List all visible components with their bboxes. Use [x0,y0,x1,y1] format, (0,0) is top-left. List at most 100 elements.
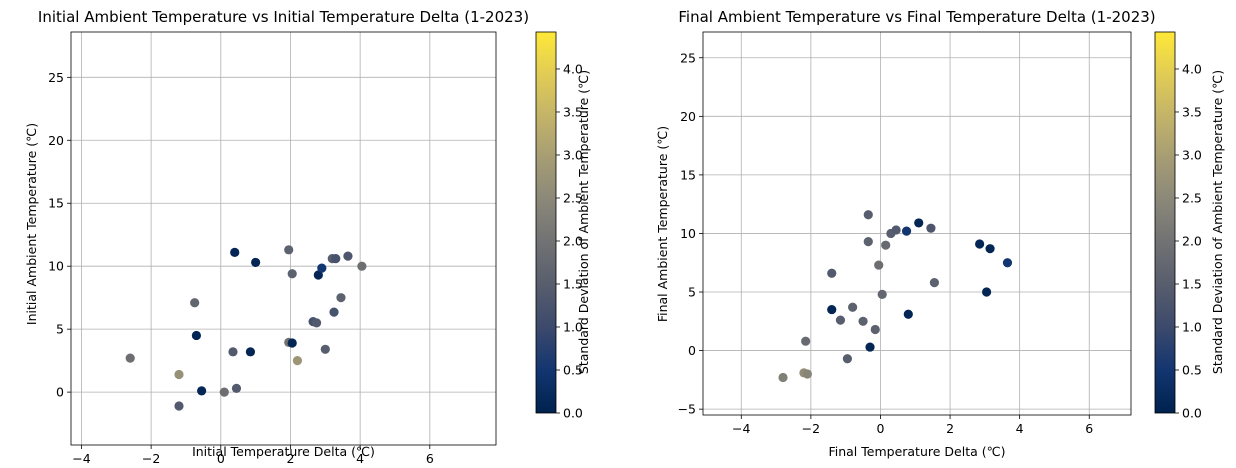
scatter-point [174,369,184,380]
y-tick-label: 25 [680,50,696,65]
x-axis-label: Initial Temperature Delta (℃) [192,444,375,459]
scatter-point [284,245,294,255]
scatter-point [881,240,891,250]
scatter-point [865,342,875,352]
scatter-point [842,354,853,364]
scatter-point [985,244,995,254]
colorbar-tick-label: 2.5 [563,190,583,205]
plot-area [71,32,496,445]
y-tick-label: 20 [680,109,696,124]
scatter-point [863,237,873,247]
colorbar-tick-label: 3.0 [1182,147,1202,162]
scatter-point [891,225,901,235]
scatter-point [125,353,135,363]
scatter-point [863,210,873,220]
scatter-point [287,338,297,348]
y-axis-label: Final Ambient Temperature (℃) [655,126,670,322]
colorbar [1154,31,1176,414]
x-tick-label: −2 [802,421,820,436]
scatter-point [311,318,322,328]
x-tick-label: 2 [286,451,294,466]
x-tick-label: 2 [946,421,954,436]
scatter-point [320,344,330,354]
y-tick-label: 15 [48,196,64,211]
colorbar-tick-label: 3.5 [563,104,583,119]
scatter-point [1002,258,1013,268]
scatter-point [926,223,936,233]
scatter-point [231,383,242,393]
scatter-point [336,293,346,303]
scatter-point [870,324,880,335]
scatter-point [292,356,303,366]
y-tick-label: 25 [48,70,64,85]
scatter-point [357,261,367,271]
x-tick-label: 6 [1085,421,1093,436]
scatter-point [219,387,229,397]
colorbar-tick-label: 3.5 [1182,104,1202,119]
x-tick-label: −2 [142,451,160,466]
scatter-point [801,336,811,346]
axes-frame [702,31,1132,416]
y-tick-label: 10 [48,259,64,274]
scatter-point [835,315,846,325]
y-tick-label: 15 [680,167,696,182]
scatter-point [827,304,837,315]
colorbar-tick-label: 0.0 [1182,406,1202,421]
chart-title: Initial Ambient Temperature vs Initial T… [38,8,529,26]
colorbar-tick-label: 0.5 [563,362,583,377]
scatter-point [197,386,207,396]
scatter-point [903,309,913,319]
x-tick-label: −4 [732,421,750,436]
scatter-point [313,270,323,280]
scatter-point [228,347,238,357]
scatter-point [778,372,788,383]
colorbar-tick-label: 1.0 [1182,319,1202,334]
y-tick-label: 20 [48,133,64,148]
scatter-point [874,260,884,270]
scatter-point [245,347,256,357]
colorbar-tick-label: 4.0 [1182,61,1202,76]
scatter-point [174,401,184,411]
colorbar-tick-label: 1.5 [563,276,583,291]
colorbar-tick-label: 0.5 [1182,362,1202,377]
x-axis-label: Final Temperature Delta (℃) [828,444,1005,459]
chart-title: Final Ambient Temperature vs Final Tempe… [678,8,1155,26]
scatter-point [981,287,992,297]
colorbar-tick-label: 0.0 [563,406,583,421]
scatter-point [929,278,939,288]
initial-temperature-scatter-chart: Initial Ambient Temperature vs Initial T… [24,8,591,466]
y-tick-label: 10 [680,226,696,241]
y-tick-label: 0 [56,385,64,400]
colorbar-label: Standard Deviation of Ambient Temperatur… [576,70,591,374]
x-tick-label: 4 [356,451,364,466]
scatter-point [914,218,924,228]
scatter-point [331,254,341,264]
scatter-point [343,251,353,261]
colorbar-tick-label: 2.0 [563,233,583,248]
scatter-point [877,289,887,299]
scatter-point [329,307,339,317]
x-tick-label: 4 [1016,421,1024,436]
colorbar-label: Standard Deviation of Ambient Temperatur… [1210,70,1225,374]
scatter-point [230,247,240,257]
scatter-point [251,257,261,268]
colorbar-tick-label: 1.0 [563,319,583,334]
y-tick-label: 5 [688,285,696,300]
scatter-point [975,239,985,249]
axes-frame [70,31,497,446]
colorbar-tick-label: 4.0 [563,61,583,76]
colorbar-tick-label: 3.0 [563,147,583,162]
x-tick-label: 0 [217,451,225,466]
final-temperature-scatter-chart: Final Ambient Temperature vs Final Tempe… [655,8,1225,459]
scatter-point [858,316,868,326]
colorbar [535,31,557,414]
y-tick-label: −5 [678,402,696,417]
y-tick-label: 5 [56,322,64,337]
colorbar-tick-label: 2.0 [1182,233,1202,248]
x-tick-label: 0 [876,421,884,436]
scatter-point [287,269,297,279]
y-tick-label: 0 [688,343,696,358]
scatter-point [317,263,327,273]
x-tick-label: −4 [72,451,90,466]
